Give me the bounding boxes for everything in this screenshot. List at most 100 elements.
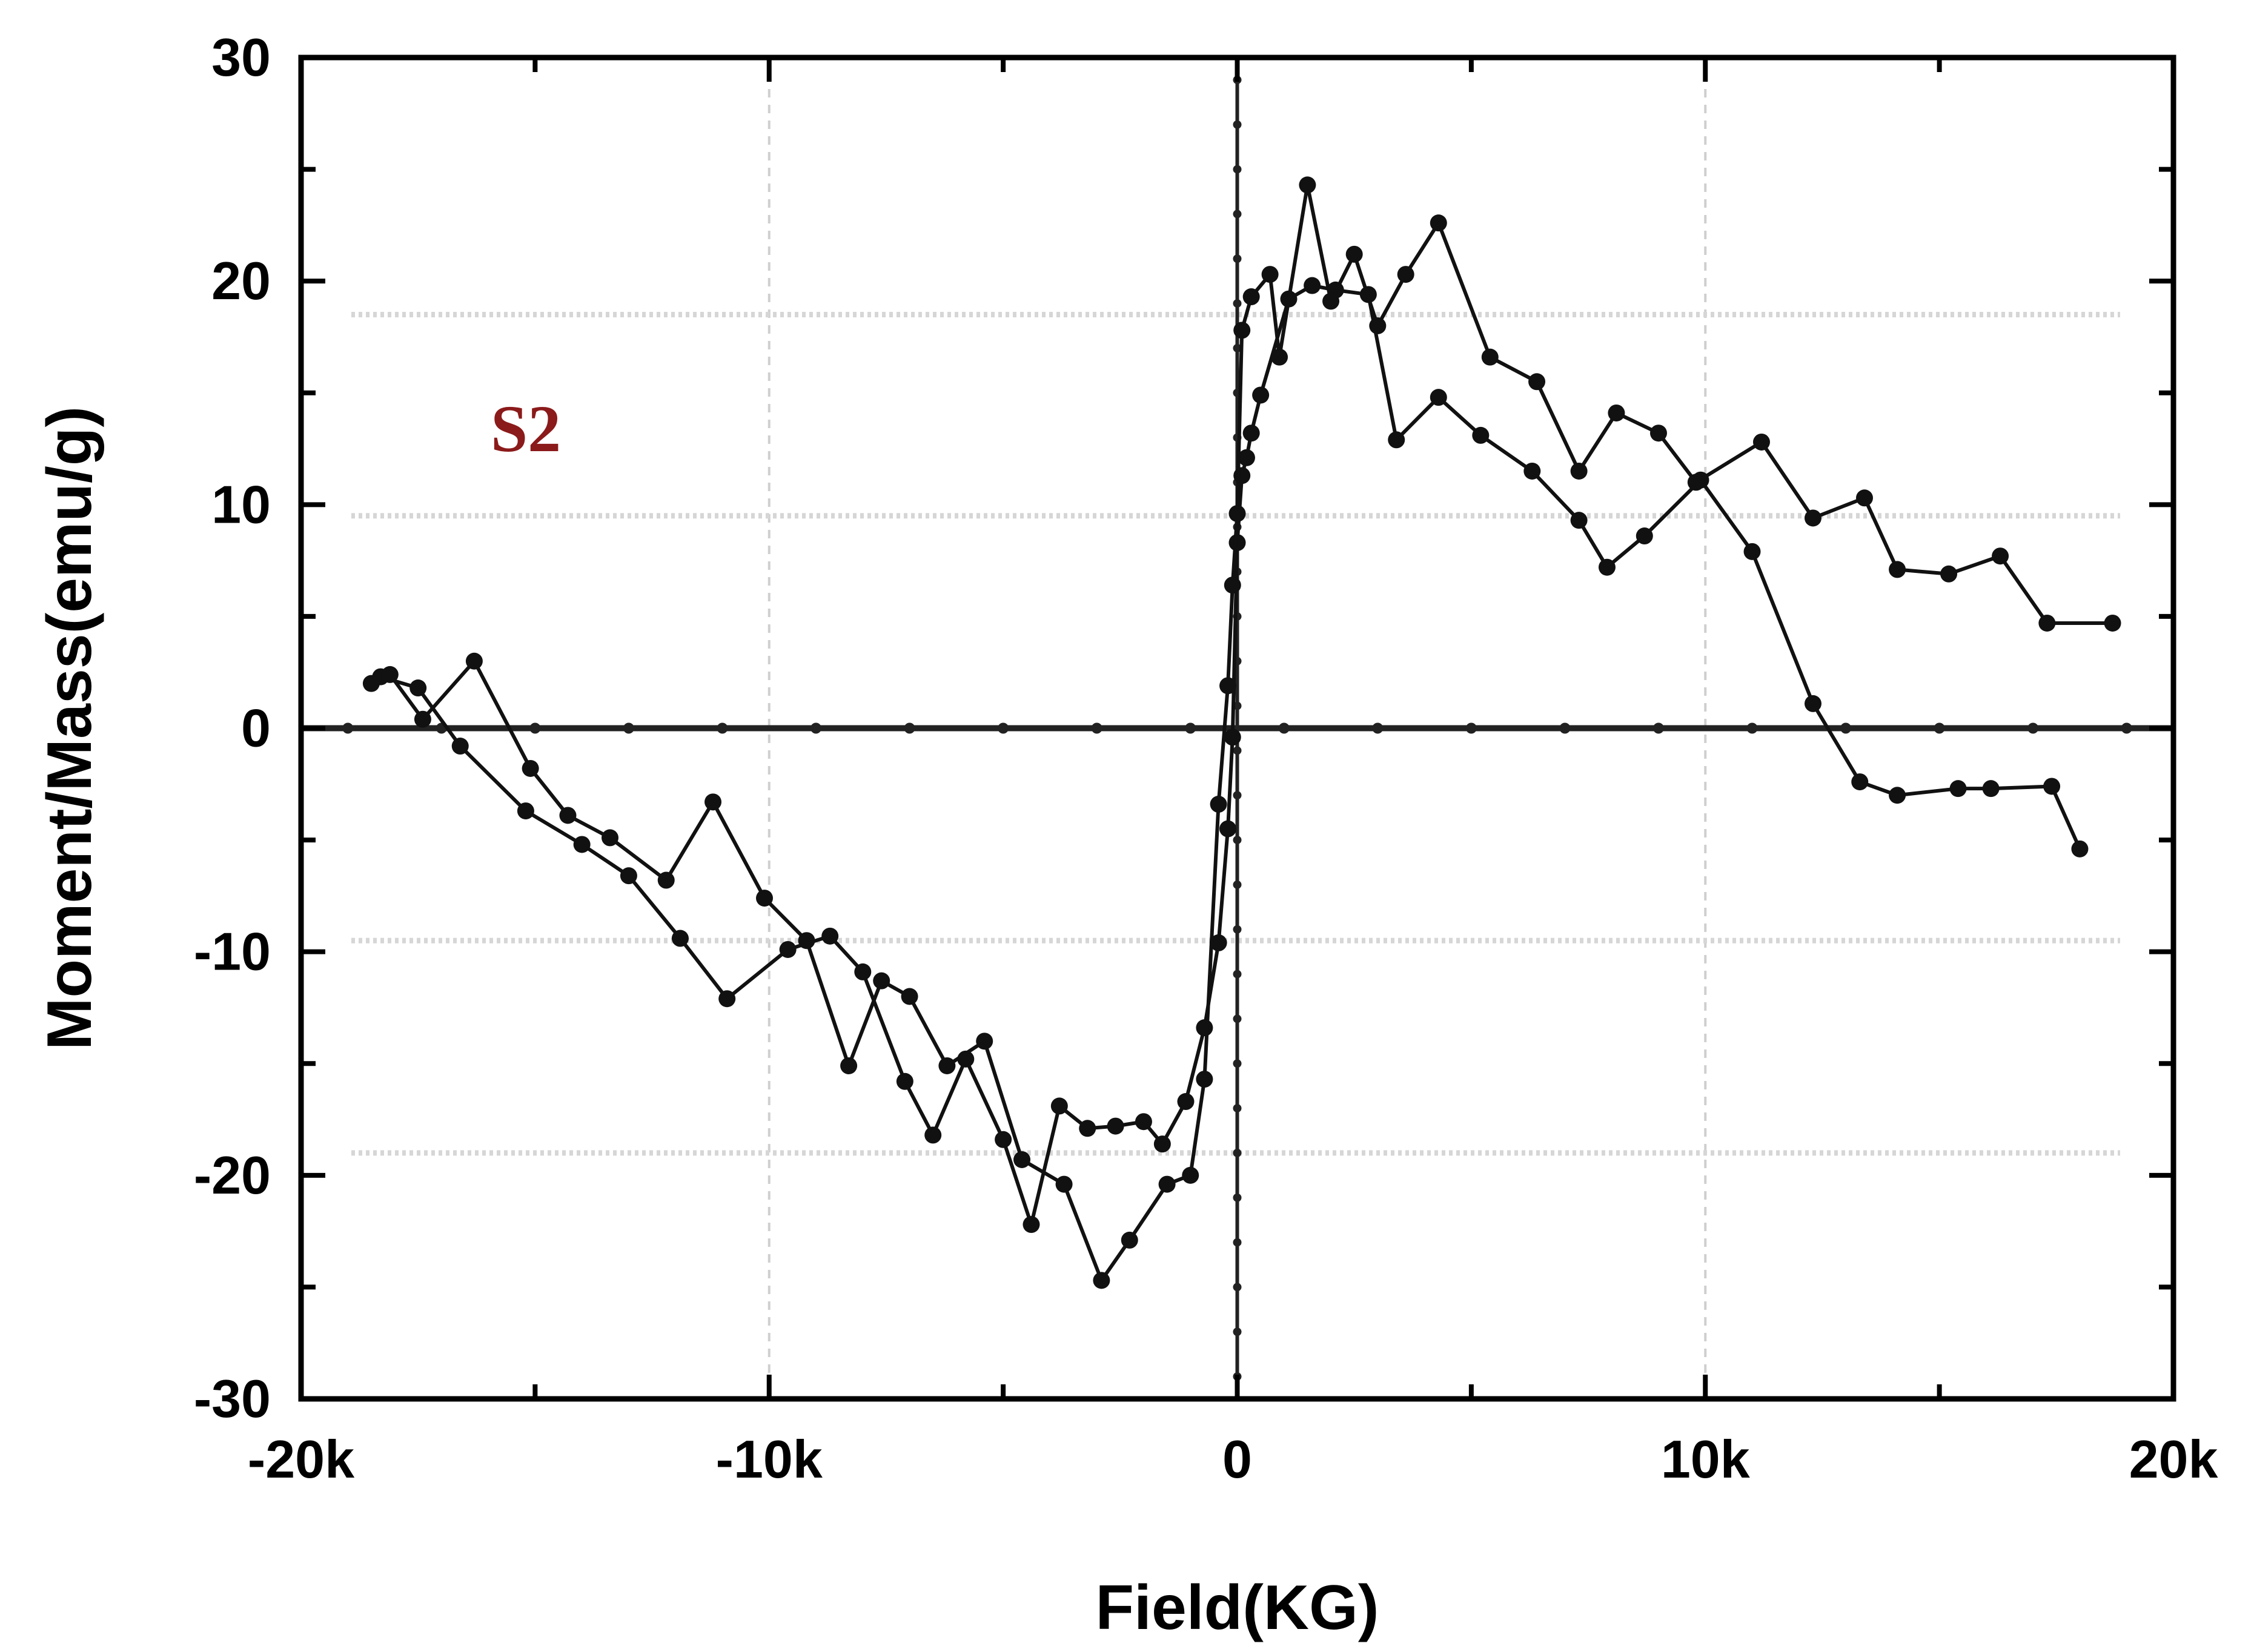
data-point [1687, 474, 1705, 491]
data-point [1210, 934, 1227, 951]
data-point [1023, 1216, 1040, 1234]
zero-line-marker [1934, 722, 1945, 734]
y-tick-label: -10 [194, 922, 271, 982]
data-point [1219, 677, 1237, 695]
zero-line-marker [1372, 722, 1384, 734]
data-point [821, 927, 839, 945]
zero-line-marker [904, 722, 915, 734]
data-point [1949, 780, 1967, 798]
zero-lines [301, 58, 2173, 1399]
data-point [573, 836, 591, 853]
zero-line-marker [1185, 722, 1196, 734]
data-point [559, 807, 577, 824]
data-point [995, 1131, 1012, 1148]
data-point [1855, 489, 1873, 507]
data-point [1238, 449, 1255, 466]
data-point [409, 679, 427, 697]
data-point [1345, 245, 1363, 263]
data-point [1804, 695, 1821, 712]
data-point [1889, 787, 1906, 804]
data-point [1233, 467, 1251, 484]
data-point [1196, 1019, 1213, 1037]
data-point [2043, 778, 2061, 795]
data-point [1743, 543, 1761, 560]
zero-line-marker [623, 722, 634, 734]
zero-line-marker [1233, 254, 1242, 263]
data-point [1397, 266, 1414, 283]
data-point [1228, 505, 1246, 523]
data-point [1242, 288, 1260, 306]
y-tick-label: 0 [241, 698, 271, 758]
y-tick-label: -20 [194, 1145, 271, 1205]
data-point [620, 867, 637, 885]
x-tick-label: 10k [1661, 1429, 1751, 1489]
data-point [1570, 462, 1588, 480]
zero-line-marker [1233, 925, 1242, 934]
data-point [1636, 527, 1653, 545]
data-point [1430, 214, 1447, 232]
zero-line-marker [1233, 1193, 1242, 1202]
data-point [1940, 565, 1958, 583]
data-point [1889, 561, 1906, 578]
zero-line-marker [1233, 880, 1242, 889]
data-point [1608, 404, 1625, 421]
data-point [1752, 433, 1770, 451]
zero-line-marker [1233, 1148, 1242, 1157]
zero-line-marker [1233, 120, 1242, 129]
series-1-line [370, 283, 2082, 1227]
data-point [873, 972, 890, 990]
zero-line-marker [1233, 1014, 1242, 1023]
data-point [1472, 426, 1490, 444]
data-point [704, 793, 722, 811]
data-point [657, 871, 675, 889]
x-tick-labels: -20k -10k 0 10k 20k [248, 1429, 2219, 1489]
zero-line-marker [1233, 1327, 1242, 1336]
sample-label: S2 [491, 392, 561, 466]
data-point [854, 963, 872, 980]
data-point [1252, 386, 1270, 404]
data-point [1982, 780, 2000, 798]
zero-line-marker [998, 722, 1009, 734]
zero-line-marker [1559, 722, 1571, 734]
series-1 [362, 277, 2089, 1234]
data-point [1299, 176, 1316, 194]
data-point [1219, 820, 1237, 838]
data-point [1388, 431, 1405, 449]
data-point [522, 759, 539, 777]
data-point [465, 652, 483, 670]
zero-line-marker [2121, 722, 2132, 734]
data-point [1570, 512, 1588, 529]
data-point [779, 940, 797, 958]
data-point [1182, 1166, 1199, 1184]
data-point [517, 802, 534, 820]
data-point [1013, 1151, 1031, 1168]
data-point [1121, 1231, 1138, 1249]
x-tick-label: -20k [248, 1429, 355, 1489]
data-point [1224, 577, 1241, 594]
y-tick-label: 10 [211, 474, 271, 534]
data-point [1804, 509, 1821, 527]
y-tick-label: 30 [211, 27, 271, 87]
zero-line-marker [1233, 343, 1242, 352]
data-point [840, 1057, 858, 1074]
y-axis-title: Moment/Mass(emu/g) [35, 406, 105, 1050]
x-tick-label: -10k [716, 1429, 823, 1489]
zero-line-marker [1233, 836, 1242, 845]
zero-line-marker [342, 722, 354, 734]
data-point [1055, 1175, 1073, 1193]
data-point [1523, 462, 1541, 480]
data-point [901, 988, 918, 1005]
data-point [756, 890, 774, 907]
zero-line-marker [1233, 1283, 1242, 1292]
grid-lines [351, 58, 2120, 1399]
data-point [718, 990, 736, 1008]
data-point [1481, 348, 1499, 366]
data-point [1649, 425, 1667, 442]
data-point [1271, 348, 1288, 366]
zero-line-marker [529, 722, 541, 734]
zero-line-marker [1233, 1104, 1242, 1113]
data-series [362, 176, 2121, 1289]
data-point [1210, 796, 1227, 813]
data-point [1158, 1175, 1176, 1193]
zero-line-marker [1233, 970, 1242, 979]
